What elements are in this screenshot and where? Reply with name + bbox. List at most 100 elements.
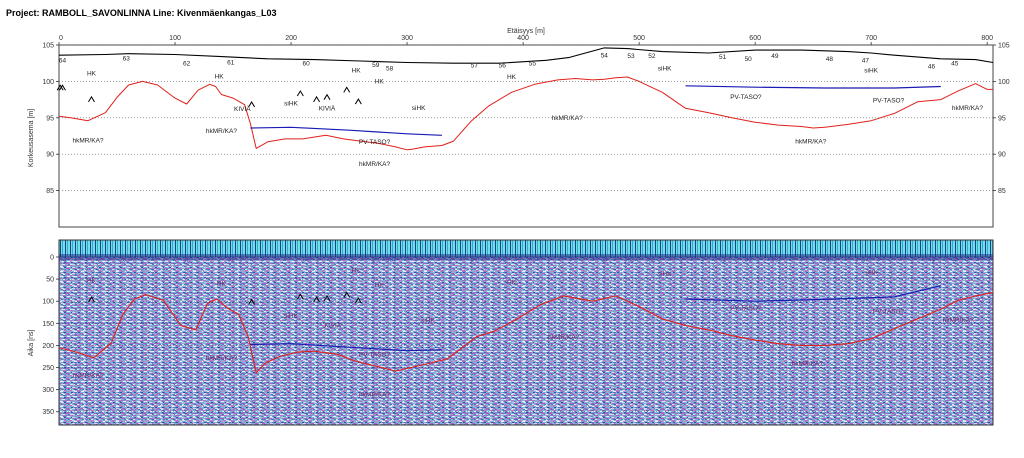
- annotation-label: HK: [217, 281, 227, 288]
- series-line-surface: [58, 47, 994, 64]
- point-label: 58: [386, 65, 394, 72]
- stone-marker: [354, 297, 362, 304]
- point-label: 48: [826, 56, 834, 63]
- annotation-label: PV-TASO?: [359, 351, 391, 358]
- top-y-axis: 85 85 90 90 95 95 100 100 105 105: [42, 43, 1009, 196]
- annotation-label: PV-TASO?: [359, 139, 391, 146]
- stone-marker: [248, 100, 256, 108]
- stone-marker: [296, 90, 304, 97]
- stone-marker: [313, 296, 321, 303]
- series-line-water-table-1: [250, 126, 442, 136]
- bottom-series: [58, 285, 994, 374]
- annotation-label: PV-TASO?: [873, 98, 905, 105]
- stone-marker: [59, 84, 66, 91]
- top-annotations: HK HK HK HK HK siHK siHK siHK siHK KIVIÄ KIVIÄ hkMR…: [72, 65, 983, 167]
- top-plot-frame: [58, 44, 994, 228]
- y-tick-label-right: 100: [998, 79, 1010, 86]
- annotation-label: HK: [352, 267, 362, 274]
- stone-marker: [343, 291, 351, 298]
- point-label: 50: [745, 56, 753, 63]
- annotation-label: hkMR/KA?: [206, 355, 237, 362]
- elevation-profile-panel: 0 100 200 300 400 500 600 700 800 85 85 90 90 95 95 10…: [28, 28, 1010, 228]
- stone-marker: [296, 293, 304, 300]
- annotation-label: siHK: [658, 271, 672, 278]
- point-label: 52: [648, 53, 656, 60]
- series-line-water-table-2: [685, 285, 941, 302]
- point-label: 59: [372, 62, 380, 69]
- y-tick-label-left: 95: [46, 115, 54, 122]
- point-label: 55: [529, 60, 537, 67]
- annotation-label: siHK: [864, 68, 878, 75]
- point-label: 54: [601, 52, 609, 59]
- annotation-label: siHK: [658, 65, 672, 72]
- point-label: 48: [826, 256, 834, 263]
- stone-marker: [56, 84, 64, 91]
- annotation-label: PV-TASO?: [730, 94, 762, 101]
- annotation-label: hkMR/KA?: [72, 138, 103, 145]
- annotation-label: hkMR/KA?: [72, 372, 103, 379]
- y-tick-label-left: 85: [46, 188, 54, 195]
- y-axis-title: Korkeusasema [m]: [28, 109, 35, 167]
- x-tick-label: 400: [517, 35, 529, 42]
- bottom-annotations: HK HK HK HK HK siHK siHK siHK siHK KIVIÄ hkMR/KA? h…: [72, 267, 974, 398]
- annotation-label: siHK: [412, 105, 426, 112]
- point-label: 47: [862, 256, 870, 263]
- y-tick-label-right: 90: [998, 152, 1006, 159]
- point-label: 52: [648, 256, 656, 263]
- annotation-label: HK: [215, 73, 225, 80]
- annotation-label: hkMR/KA?: [795, 138, 826, 145]
- point-label: 62: [183, 60, 191, 67]
- point-label: 51: [719, 256, 727, 263]
- stone-marker: [88, 296, 95, 303]
- stone-marker: [354, 98, 362, 105]
- point-label: 59: [372, 256, 380, 263]
- stone-marker: [248, 298, 256, 305]
- y-tick-label: 250: [42, 365, 54, 372]
- point-label: 63: [123, 256, 131, 263]
- y-tick-label: 200: [42, 343, 54, 350]
- x-tick-label: 500: [633, 35, 645, 42]
- y-tick-label: 300: [42, 387, 54, 394]
- x-tick-label: 0: [59, 35, 63, 42]
- radargram-panel: 0 50 100 150 200 250 300 350 64 63 62 61 60 59 58 57 56…: [28, 239, 994, 426]
- y-tick-label-right: 95: [998, 115, 1006, 122]
- point-label: 55: [529, 256, 537, 263]
- point-label: 51: [719, 54, 727, 61]
- x-tick-label: 200: [285, 35, 297, 42]
- y-tick-label-left: 105: [42, 43, 54, 50]
- stone-marker: [323, 93, 331, 100]
- radargram-texture-overlay: [59, 257, 993, 425]
- y-tick-label: 150: [42, 321, 54, 328]
- point-label: 53: [627, 53, 635, 60]
- series-line-water-table-1: [250, 343, 442, 352]
- point-label: 46: [928, 256, 936, 263]
- annotation-label: hkMR/KA?: [943, 317, 974, 324]
- annotation-label: siHK: [421, 317, 435, 324]
- point-label: 63: [123, 55, 131, 62]
- x-axis-title: Etäisyys [m]: [507, 28, 545, 35]
- annotation-label: HK: [87, 71, 97, 78]
- stone-marker: [343, 86, 351, 93]
- project-title: Project: RAMBOLL_SAVONLINNA Line: Kivenm…: [6, 8, 277, 18]
- annotation-label: hkMR/KA?: [359, 161, 390, 168]
- point-label: 50: [745, 256, 753, 263]
- point-label: 60: [303, 256, 311, 263]
- annotation-label: KIVIÄ: [319, 105, 336, 113]
- annotation-label: HK: [507, 279, 517, 286]
- point-label: 57: [471, 256, 479, 263]
- point-label: 49: [771, 53, 779, 60]
- annotation-label: hkMR/KA?: [552, 115, 583, 122]
- y-tick-label: 350: [42, 409, 54, 416]
- annotation-label: KIVIÄ: [234, 105, 251, 113]
- series-line-interface: [58, 291, 994, 374]
- annotation-label: KIVIÄ: [325, 322, 342, 330]
- point-label: 45: [951, 256, 959, 263]
- y-tick-label: 100: [42, 299, 54, 306]
- annotation-label: HK: [507, 74, 517, 81]
- annotation-label: HK: [375, 79, 385, 86]
- y-tick-label: 50: [46, 277, 54, 284]
- x-tick-label: 300: [401, 35, 413, 42]
- annotation-label: PV-TASO?: [730, 305, 762, 312]
